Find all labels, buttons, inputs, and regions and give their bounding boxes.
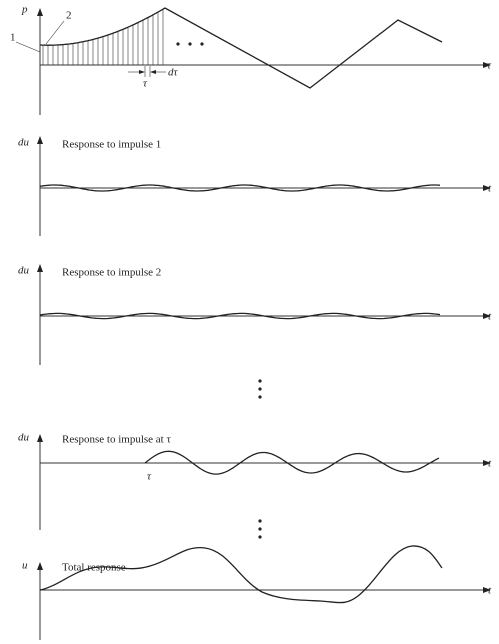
dtau-label: dτ <box>168 67 179 79</box>
dot <box>258 519 262 523</box>
arrow <box>150 70 156 74</box>
response-curve <box>144 450 440 475</box>
dot <box>258 395 262 399</box>
time-label: t <box>488 311 492 323</box>
dot <box>176 42 180 46</box>
impulse-label: 1 <box>10 32 16 44</box>
ellipsis <box>258 379 262 399</box>
arrow <box>483 313 491 319</box>
time-label: t <box>488 585 492 597</box>
dot <box>258 379 262 383</box>
arrow <box>37 136 43 144</box>
panel-impulse-1: du Response to impulse 1 t <box>18 136 492 236</box>
arrow <box>139 70 145 74</box>
panel-impulse-2: du Response to impulse 2 t <box>18 264 492 365</box>
panel-total: u Total response t <box>22 545 492 640</box>
arrow <box>37 264 43 272</box>
tau-label: τ <box>147 471 152 483</box>
time-label: τ <box>487 60 492 72</box>
dot <box>258 535 262 539</box>
arrow <box>483 460 491 466</box>
arrow <box>483 185 491 191</box>
axis-label: u <box>22 560 28 572</box>
panel-title: Response to impulse at τ <box>62 434 171 446</box>
hatching <box>42 9 164 65</box>
arrow <box>37 434 43 442</box>
response-curve <box>39 184 441 192</box>
axis-label: du <box>18 137 30 149</box>
leader <box>15 41 41 53</box>
arrow <box>37 8 43 16</box>
impulse-label: 2 <box>66 10 72 22</box>
panel-load: p τ 1 2 τ dτ <box>10 4 492 115</box>
arrow <box>483 587 491 593</box>
leader <box>45 20 65 45</box>
load-curve <box>40 7 443 89</box>
tau-label: τ <box>143 78 148 90</box>
axis-label: du <box>18 432 30 444</box>
axis-label: du <box>18 265 30 277</box>
axis-label: p <box>21 4 28 16</box>
time-label: t <box>488 458 492 470</box>
arrow <box>37 562 43 570</box>
dot <box>188 42 192 46</box>
dot <box>200 42 204 46</box>
ellipsis <box>258 519 262 539</box>
panel-impulse-tau: du Response to impulse at τ t τ <box>18 432 492 530</box>
dot <box>258 387 262 391</box>
panel-title: Response to impulse 2 <box>62 267 161 279</box>
panel-title: Response to impulse 1 <box>62 139 161 151</box>
response-curve <box>39 312 441 320</box>
arrow <box>483 62 491 68</box>
dot <box>258 527 262 531</box>
total-curve <box>39 545 443 604</box>
time-label: t <box>488 183 492 195</box>
